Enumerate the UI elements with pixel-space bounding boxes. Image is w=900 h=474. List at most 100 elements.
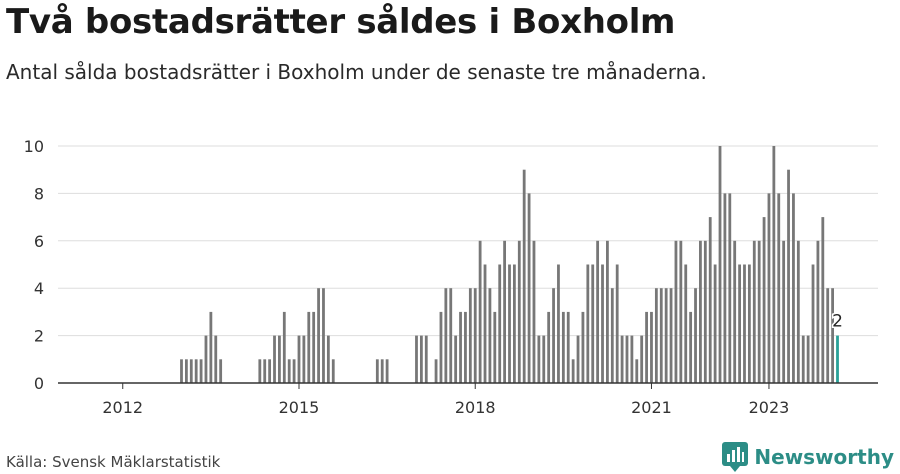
bar	[620, 335, 624, 383]
bar	[434, 359, 438, 383]
bar	[385, 359, 389, 383]
bar	[772, 146, 776, 383]
bar	[204, 335, 208, 383]
bar	[180, 359, 183, 383]
bar	[630, 335, 634, 383]
bar	[752, 240, 756, 383]
bar	[557, 264, 560, 383]
bar	[640, 335, 644, 383]
bar	[669, 288, 673, 383]
bar	[664, 288, 668, 383]
gridlines	[58, 145, 878, 337]
bar	[733, 240, 737, 383]
bar	[189, 359, 193, 383]
newsworthy-logo-icon	[722, 442, 749, 472]
bar	[718, 146, 722, 383]
x-tick-label: 2018	[455, 398, 496, 417]
bar	[782, 240, 786, 383]
chart-title: Två bostadsrätter såldes i Boxholm	[6, 2, 676, 42]
bar	[375, 359, 379, 383]
bar	[282, 311, 286, 383]
bar	[258, 359, 262, 383]
bar	[576, 335, 580, 383]
bar	[322, 288, 325, 383]
bar	[703, 240, 707, 383]
bar-highlight	[836, 335, 839, 383]
bar	[307, 311, 311, 383]
bar	[522, 169, 526, 383]
bar	[263, 359, 267, 383]
bar	[801, 335, 805, 383]
x-axis: 2012 2015 2018 2021 2023	[58, 382, 878, 417]
x-tick-label: 2012	[102, 398, 143, 417]
chart-subtitle: Antal sålda bostadsrätter i Boxholm unde…	[6, 60, 707, 84]
bar	[512, 264, 516, 383]
y-tick-label: 0	[34, 374, 44, 393]
bar	[219, 359, 223, 383]
bar	[787, 169, 790, 383]
bar	[738, 264, 741, 383]
bar	[184, 359, 188, 383]
bar	[596, 240, 600, 383]
bar	[424, 335, 428, 383]
bar	[723, 193, 727, 383]
y-tick-label: 4	[34, 279, 44, 298]
bar	[831, 288, 834, 383]
bar	[380, 359, 384, 383]
y-tick-label: 2	[34, 327, 44, 346]
bar	[527, 193, 531, 383]
bars	[180, 146, 839, 383]
y-tick-label: 10	[24, 137, 44, 156]
bar	[488, 288, 492, 383]
bar	[268, 359, 272, 383]
bar	[449, 288, 453, 383]
bar	[483, 264, 487, 383]
bar	[326, 335, 330, 383]
bar	[792, 193, 795, 383]
bar	[312, 311, 316, 383]
x-tick-label: 2023	[749, 398, 790, 417]
bar	[473, 288, 477, 383]
bar	[571, 359, 575, 383]
bar	[581, 311, 585, 383]
bar	[552, 288, 555, 383]
bar	[654, 288, 658, 383]
bar	[679, 240, 683, 383]
bar	[493, 311, 497, 383]
bar	[591, 264, 595, 383]
bar	[547, 311, 551, 383]
brand-logo[interactable]: Newsworthy	[722, 442, 894, 472]
bar	[287, 359, 291, 383]
bar	[317, 288, 320, 383]
bar	[297, 335, 301, 383]
bar	[743, 264, 746, 383]
bar	[415, 335, 418, 383]
bar	[757, 240, 761, 383]
bar	[811, 264, 815, 383]
y-axis-ticks: 0 2 4 6 8 10	[24, 137, 44, 393]
bar	[468, 288, 472, 383]
bar	[459, 311, 462, 383]
bar	[503, 240, 506, 383]
bar	[532, 240, 536, 383]
bar	[689, 311, 693, 383]
bar	[610, 288, 614, 383]
bar	[199, 359, 203, 383]
bar	[708, 217, 712, 383]
bar	[650, 311, 653, 383]
bar	[806, 335, 810, 383]
bar	[645, 311, 648, 383]
bar	[826, 288, 830, 383]
bar	[439, 311, 443, 383]
bar	[508, 264, 511, 383]
bar	[713, 264, 717, 383]
bar	[464, 311, 467, 383]
bar	[454, 335, 458, 383]
bar	[728, 193, 732, 383]
source-note: Källa: Svensk Mäklarstatistik	[6, 453, 221, 471]
bar	[796, 240, 800, 383]
bar	[674, 240, 678, 383]
bar	[699, 240, 702, 383]
bar	[517, 240, 521, 383]
